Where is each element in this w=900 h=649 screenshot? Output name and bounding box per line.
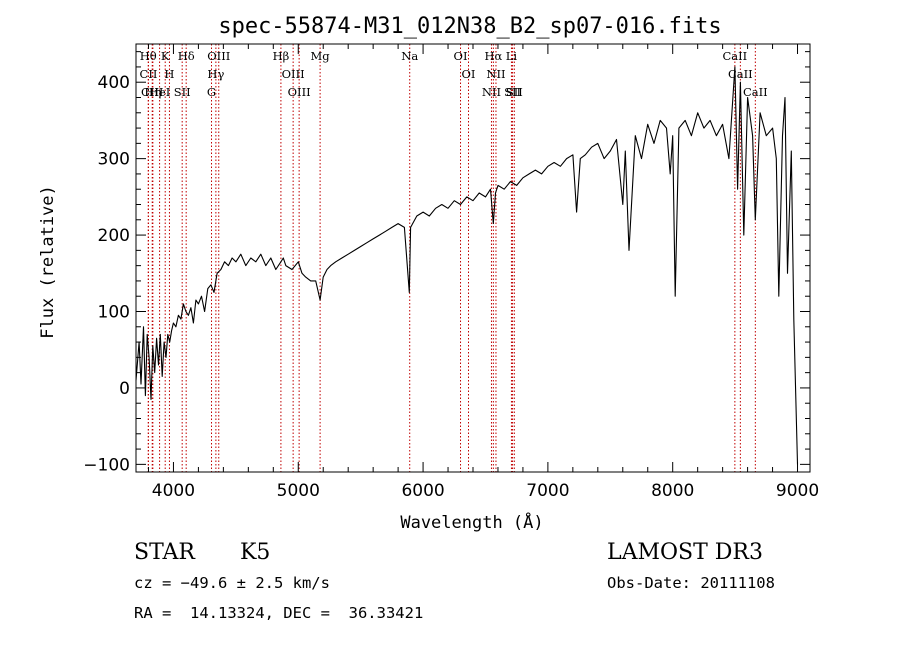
line-marker-label: CaII [743, 85, 768, 99]
line-marker-label: CaII [728, 67, 753, 81]
coordinates: RA = 14.13324, DEC = 36.33421 [134, 604, 424, 622]
line-marker-label: NII [482, 85, 501, 99]
line-marker-label: Hγ [207, 67, 224, 81]
line-marker-label: CIII [141, 85, 163, 99]
line-marker-label: Mg [311, 49, 331, 63]
redshift-velocity: cz = −49.6 ± 2.5 km/s [134, 574, 330, 592]
line-marker-label: CaII [722, 49, 747, 63]
x-tick-label: 9000 [776, 481, 819, 501]
y-tick-label: −100 [83, 455, 130, 475]
chart-title: spec-55874-M31_012N38_B2_sp07-016.fits [218, 14, 721, 39]
line-marker-label: Hδ [178, 49, 195, 63]
line-marker-label: Hη [144, 85, 161, 99]
object-class: STAR [134, 540, 195, 565]
line-marker-label: OI [462, 67, 476, 81]
line-marker-label: K [161, 49, 170, 63]
survey-name: LAMOST DR3 [607, 540, 763, 565]
plot-frame [135, 43, 811, 473]
line-marker-label: OIII [288, 85, 311, 99]
x-axis-label: Wavelength (Å) [400, 511, 543, 533]
line-marker-label: Hα [484, 49, 502, 63]
axis-ticks: 4000 5000 6000 7000 8000 9000 −100 0 100 200 300 40… [83, 44, 819, 501]
line-marker-label: Na [401, 49, 418, 63]
y-tick-label: 300 [98, 150, 130, 170]
observation-date: Obs-Date: 20111108 [607, 574, 775, 592]
x-tick-label: 4000 [152, 481, 195, 501]
y-tick-label: 100 [98, 303, 130, 323]
x-tick-label: 8000 [651, 481, 694, 501]
y-tick-label: 0 [119, 379, 130, 399]
line-marker-label: Hθ [140, 49, 157, 63]
y-axis-label: Flux (relative) [38, 185, 58, 339]
object-subclass: K5 [240, 540, 271, 565]
line-markers [147, 44, 756, 472]
series-layer [135, 66, 799, 465]
line-marker-label: SII [174, 85, 191, 99]
line-marker-label: SII [506, 85, 523, 99]
spectrum-line [135, 66, 799, 465]
x-tick-label: 6000 [401, 481, 444, 501]
line-marker-label: SII [504, 85, 521, 99]
line-marker-label: HeI [149, 85, 170, 99]
y-tick-label: 200 [98, 226, 130, 246]
line-marker-label: Hβ [273, 49, 290, 63]
y-tick-label: 400 [98, 73, 130, 93]
x-tick-label: 7000 [526, 481, 569, 501]
line-marker-label: Li [506, 49, 518, 63]
line-marker-label: CII [140, 67, 158, 81]
line-marker-label: G [207, 85, 216, 99]
line-marker-label: OIII [207, 49, 230, 63]
line-marker-label: OIII [282, 67, 305, 81]
line-marker-label: H [164, 67, 174, 81]
x-tick-label: 5000 [277, 481, 320, 501]
line-marker-label: OI [454, 49, 468, 63]
line-marker-label: NII [486, 67, 505, 81]
